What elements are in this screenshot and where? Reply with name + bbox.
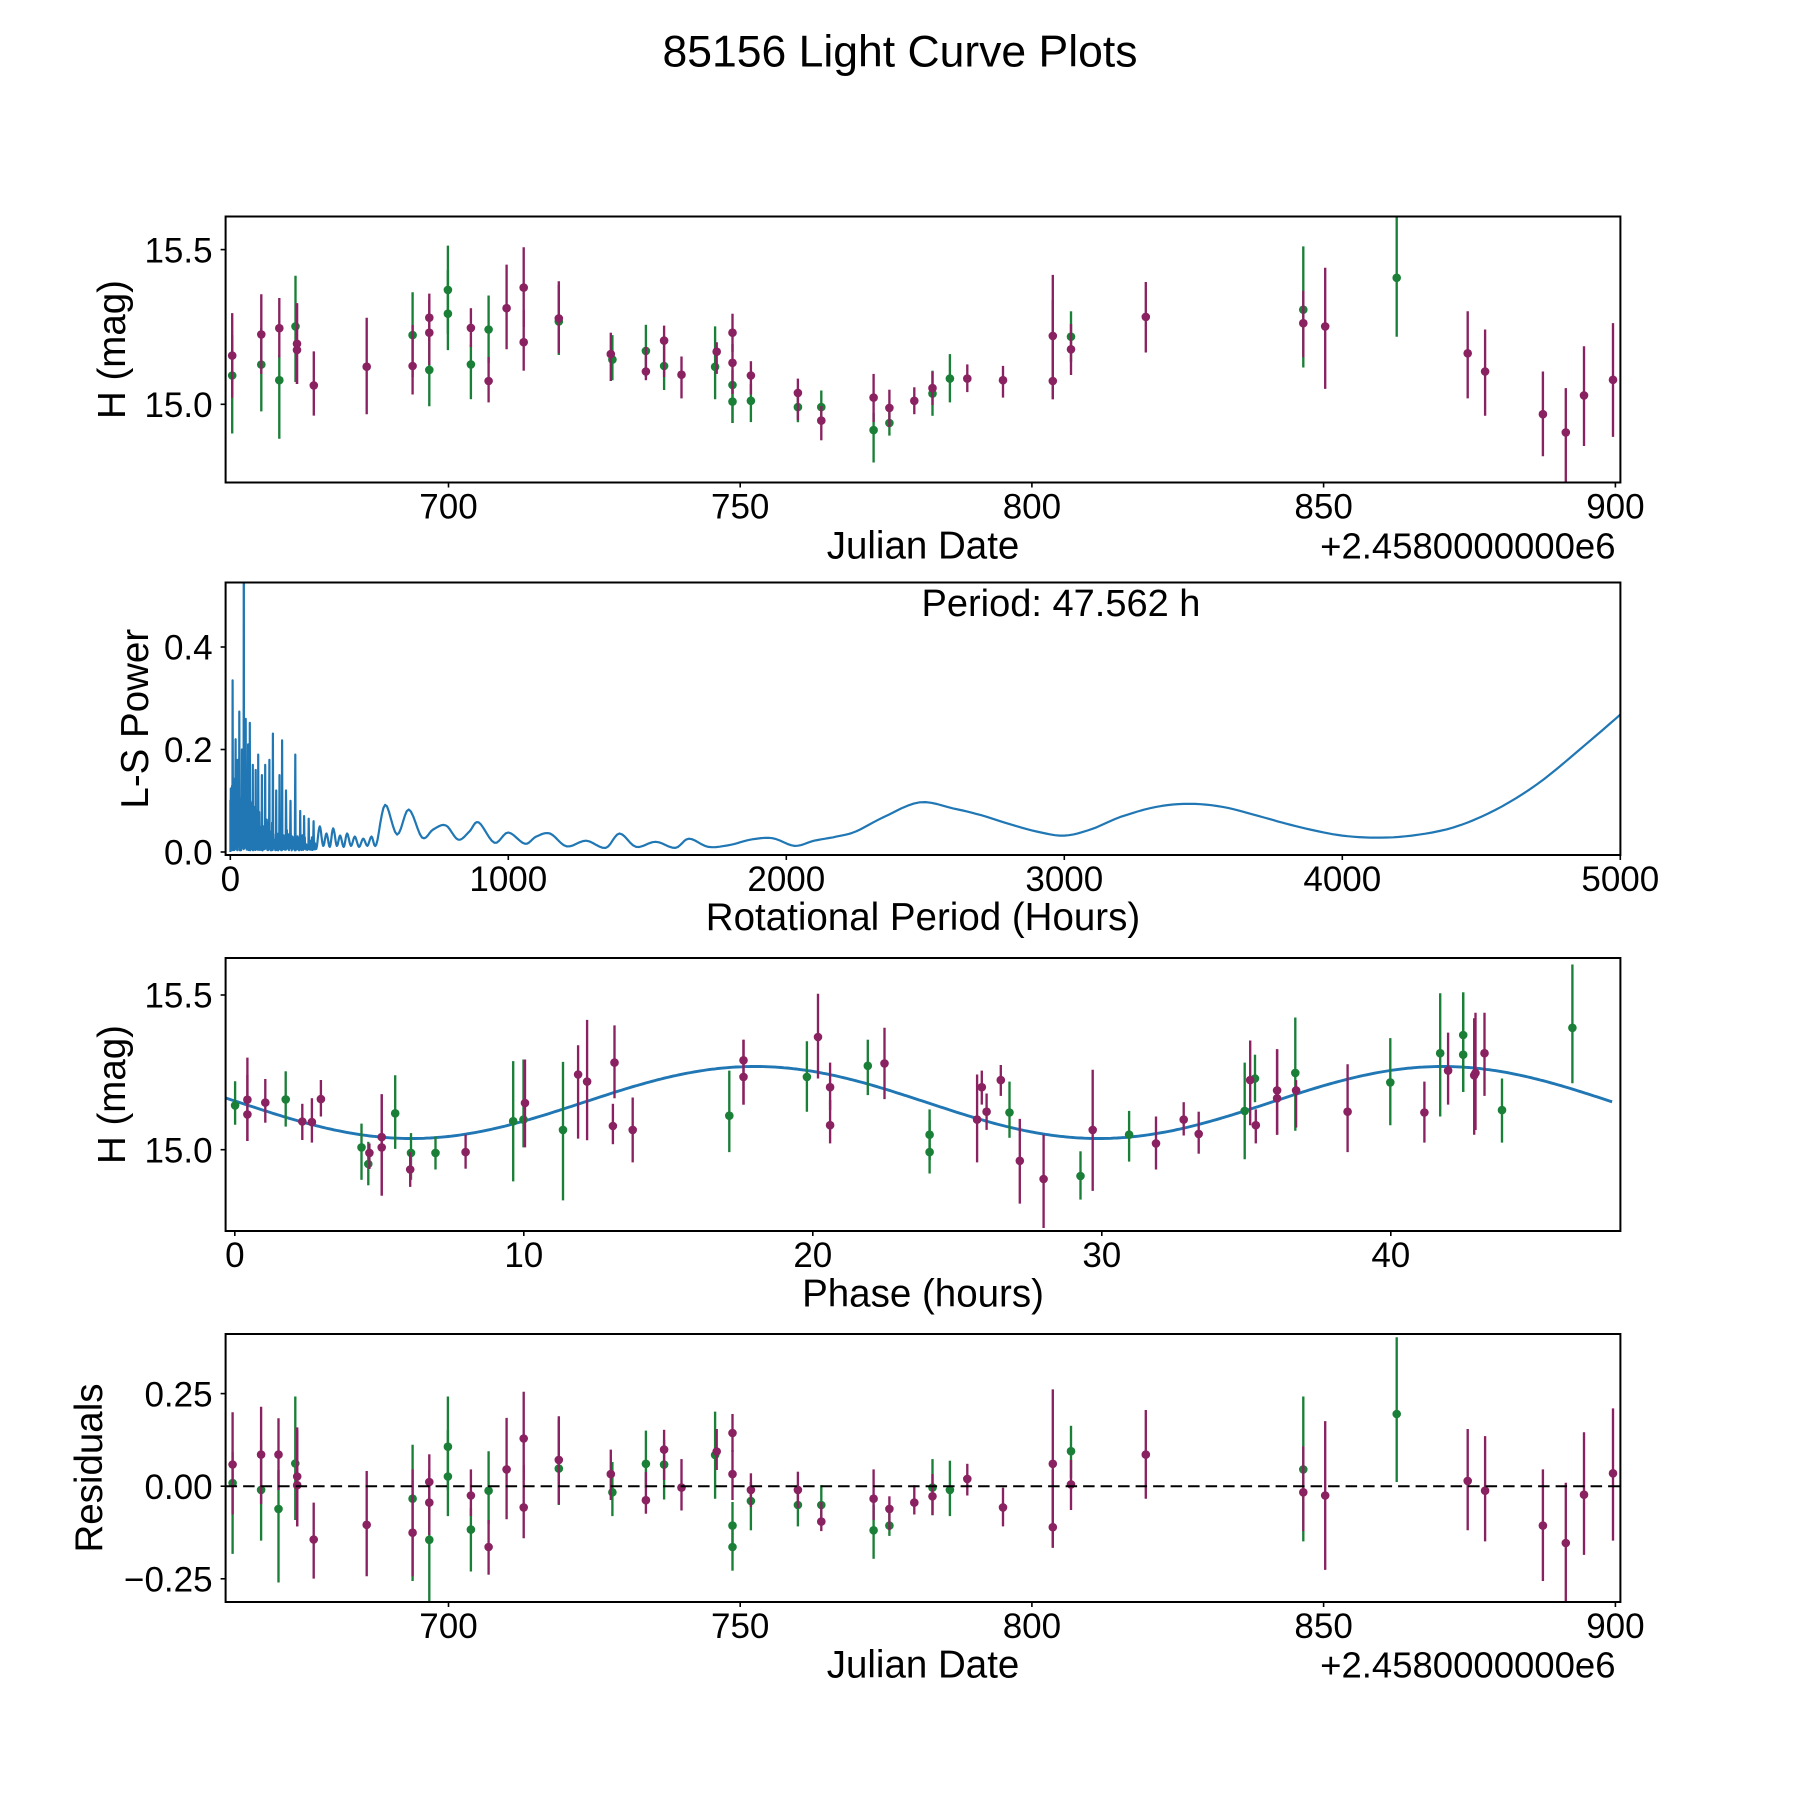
svg-text:0.0: 0.0 — [164, 834, 213, 873]
svg-text:800: 800 — [1003, 1607, 1061, 1646]
svg-text:0.00: 0.00 — [144, 1468, 212, 1507]
svg-text:Julian Date: Julian Date — [827, 525, 1020, 568]
svg-text:Residuals: Residuals — [68, 1383, 111, 1552]
svg-text:Rotational Period (Hours): Rotational Period (Hours) — [706, 896, 1140, 939]
svg-text:L-S Power: L-S Power — [114, 629, 157, 809]
svg-text:+2.4580000000e6: +2.4580000000e6 — [1320, 526, 1615, 567]
svg-text:700: 700 — [419, 1607, 477, 1646]
svg-text:3000: 3000 — [1025, 860, 1103, 899]
svg-text:H (mag): H (mag) — [91, 280, 134, 419]
svg-text:−0.25: −0.25 — [124, 1561, 213, 1600]
svg-text:850: 850 — [1294, 488, 1352, 527]
svg-text:15.0: 15.0 — [144, 1131, 212, 1170]
svg-text:0.4: 0.4 — [164, 629, 213, 668]
svg-text:Period: 47.562 h: Period: 47.562 h — [922, 583, 1201, 625]
svg-text:750: 750 — [711, 488, 769, 527]
svg-text:0.2: 0.2 — [164, 731, 213, 770]
svg-text:2000: 2000 — [747, 860, 825, 899]
svg-text:20: 20 — [793, 1236, 832, 1275]
svg-text:+2.4580000000e6: +2.4580000000e6 — [1320, 1645, 1615, 1686]
svg-text:800: 800 — [1003, 488, 1061, 527]
svg-text:900: 900 — [1586, 1607, 1644, 1646]
svg-text:15.5: 15.5 — [144, 977, 212, 1016]
svg-text:1000: 1000 — [469, 860, 547, 899]
svg-text:40: 40 — [1371, 1236, 1410, 1275]
svg-text:30: 30 — [1082, 1236, 1121, 1275]
svg-text:850: 850 — [1294, 1607, 1352, 1646]
svg-text:700: 700 — [419, 488, 477, 527]
svg-text:15.5: 15.5 — [144, 231, 212, 270]
svg-text:0: 0 — [221, 860, 240, 899]
svg-text:0.25: 0.25 — [144, 1375, 212, 1414]
svg-text:5000: 5000 — [1581, 860, 1659, 899]
svg-text:900: 900 — [1586, 488, 1644, 527]
svg-text:750: 750 — [711, 1607, 769, 1646]
svg-text:H (mag): H (mag) — [91, 1025, 134, 1164]
svg-text:Phase (hours): Phase (hours) — [802, 1273, 1044, 1316]
svg-text:15.0: 15.0 — [144, 386, 212, 425]
svg-text:4000: 4000 — [1303, 860, 1381, 899]
svg-text:Julian Date: Julian Date — [827, 1644, 1020, 1687]
svg-text:85156 Light Curve Plots: 85156 Light Curve Plots — [663, 28, 1138, 77]
svg-text:0: 0 — [225, 1236, 244, 1275]
svg-text:10: 10 — [504, 1236, 543, 1275]
